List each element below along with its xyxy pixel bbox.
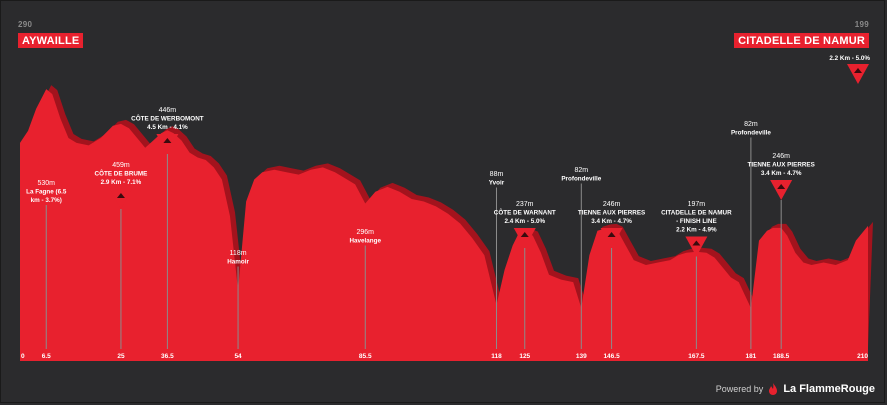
point-name-label: TIENNE AUX PIERRES <box>748 162 815 169</box>
point-name-label: Profondeville <box>561 176 601 183</box>
mountain-icon <box>607 232 616 237</box>
point-elevation-label: 118m <box>230 250 247 257</box>
climb-marker-triangle <box>600 228 623 248</box>
point-elevation-label: 530m <box>37 180 55 187</box>
finish-place-tag: CITADELLE DE NAMUR <box>734 33 869 48</box>
finish-climb-label: 2.2 Km - 5.0% <box>829 55 870 62</box>
climb-marker-triangle <box>770 180 793 200</box>
start-distance-remaining: 290 <box>18 20 33 29</box>
point-elevation-label: 82m <box>574 167 588 174</box>
profile-area <box>20 89 868 348</box>
point-elevation-label: 446m <box>159 107 177 114</box>
point-name-label: Hamoir <box>227 259 249 266</box>
x-tick-label: 54 <box>234 353 242 360</box>
point-name-label: km - 3.7%) <box>31 197 62 204</box>
x-tick-label: 188.5 <box>773 353 790 360</box>
point-climb-label: 4.5 Km - 4.1% <box>147 124 188 131</box>
point-name-label: Havelange <box>350 238 382 245</box>
x-tick-label: 118 <box>491 353 502 360</box>
point-name-label: Yvoir <box>489 180 505 187</box>
x-tick-label: 0 <box>21 353 25 360</box>
start-block: 290 AYWAILLE <box>18 20 84 49</box>
point-elevation-label: 197m <box>688 201 706 208</box>
point-elevation-label: 237m <box>516 201 534 208</box>
finish-distance-remaining: 199 <box>854 20 869 29</box>
x-tick-label: 181 <box>745 353 756 360</box>
point-name-label: TIENNE AUX PIERRES <box>578 210 645 217</box>
point-climb-label: 3.4 Km - 4.7% <box>591 218 632 225</box>
x-tick-label: 6.5 <box>42 353 51 360</box>
mountain-icon <box>692 240 701 246</box>
point-elevation-label: 82m <box>744 121 758 128</box>
point-name-label: CÔTE DE WARNANT <box>494 208 556 217</box>
climb-marker-triangle <box>109 189 132 209</box>
point-climb-label: 2.9 Km - 7.1% <box>101 179 142 186</box>
mountain-icon <box>116 193 125 198</box>
powered-by-label: Powered by <box>715 384 764 394</box>
climb-marker-triangle <box>156 134 179 154</box>
point-elevation-label: 246m <box>603 201 621 208</box>
finish-climb-marker <box>847 64 869 84</box>
point-name-label: CÔTE DE WERBOMONT <box>131 114 204 123</box>
point-name-label: CÔTE DE BRUME <box>95 169 148 178</box>
x-tick-label: 25 <box>117 353 125 360</box>
start-place-tag: AYWAILLE <box>18 33 84 48</box>
x-tick-label: 146.5 <box>603 353 620 360</box>
profile-baseline <box>20 348 868 361</box>
mountain-icon <box>520 232 529 237</box>
point-climb-label: 2.4 Km - 5.0% <box>504 218 545 225</box>
finish-mountain-icon <box>854 68 862 73</box>
point-elevation-label: 296m <box>356 229 374 236</box>
point-elevation-label: 88m <box>490 171 504 178</box>
brand-name: La FlammeRouge <box>783 383 875 395</box>
x-tick-label: 139 <box>576 353 587 360</box>
climb-marker-triangle <box>513 228 536 248</box>
footer-credit: Powered by La FlammeRouge <box>716 383 875 395</box>
mountain-icon <box>777 184 786 189</box>
point-name-label: CITADELLE DE NAMUR <box>661 210 732 217</box>
climb-marker-triangle <box>685 236 708 257</box>
finish-block: 199 CITADELLE DE NAMUR <box>734 20 869 49</box>
point-name-label: Profondeville <box>731 130 771 137</box>
x-tick-label: 85.5 <box>359 353 372 360</box>
point-elevation-label: 459m <box>112 162 130 169</box>
x-tick-label: 36.5 <box>161 353 174 360</box>
x-tick-label: 210 <box>857 353 868 360</box>
point-climb-label: 3.4 Km - 4.7% <box>761 170 802 177</box>
flame-logo-icon <box>769 383 778 395</box>
x-tick-label: 167.5 <box>688 353 705 360</box>
mountain-icon <box>163 138 172 143</box>
point-name-label: La Fagne (6.5 <box>26 189 67 196</box>
x-tick-label: 125 <box>519 353 530 360</box>
point-elevation-label: 246m <box>772 153 790 160</box>
point-climb-label: 2.2 Km - 4.9% <box>676 227 717 234</box>
point-name-label: - FINISH LINE <box>676 218 717 225</box>
